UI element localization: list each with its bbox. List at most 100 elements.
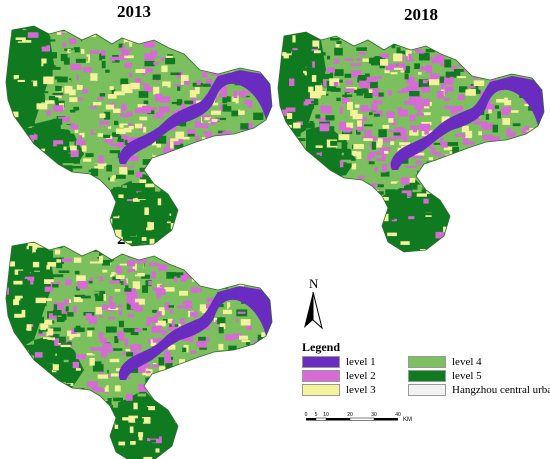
land-patch [67,312,74,317]
land-patch [54,244,64,247]
land-patch [68,86,73,93]
land-patch [17,226,22,233]
land-patch [61,258,73,262]
land-patch [28,198,37,206]
land-patch [203,369,211,375]
land-patch [499,215,506,222]
land-patch [221,187,226,193]
land-patch [141,237,147,244]
land-patch [8,133,15,136]
land-patch [111,35,115,38]
land-patch [45,423,50,428]
land-patch [418,52,430,61]
land-patch [351,234,362,237]
land-patch [145,67,153,73]
land-patch [326,238,336,246]
land-patch [217,70,221,74]
land-patch [208,200,214,207]
land-patch [127,230,137,237]
land-patch [278,69,286,75]
land-patch [471,50,481,58]
land-patch [471,199,477,206]
land-patch [259,352,264,359]
land-patch [169,141,181,145]
land-patch [89,357,95,366]
land-patch [40,427,51,432]
land-patch [371,141,376,150]
land-patch [145,202,156,209]
land-patch [191,443,196,447]
land-patch [45,380,55,388]
land-patch [47,448,51,453]
land-patch [101,60,106,69]
land-patch [95,226,106,231]
land-patch [336,86,345,89]
land-patch [167,201,174,206]
land-patch [106,348,114,353]
land-patch [445,71,457,78]
land-patch [6,62,10,70]
land-patch [99,52,106,61]
land-patch [351,243,361,250]
land-patch [31,160,40,165]
land-patch [99,43,111,50]
land-patch [118,179,122,188]
land-patch [271,426,272,428]
land-patch [121,240,132,244]
land-patch [209,390,220,394]
land-patch [421,86,431,93]
land-patch [240,181,246,186]
land-patch [430,251,437,252]
land-patch [44,162,54,166]
land-patch [358,52,367,55]
land-patch [119,123,128,128]
land-patch [420,207,425,210]
land-patch [176,248,181,252]
land-patch [519,160,526,166]
land-patch [120,265,130,273]
land-patch [37,199,41,207]
land-patch [89,261,100,264]
land-patch [426,170,433,175]
land-patch [480,37,486,46]
land-patch [11,390,17,394]
land-patch [189,98,200,106]
land-patch [119,260,130,264]
land-patch [57,76,68,83]
land-patch [125,348,131,352]
land-patch [213,31,224,35]
land-patch [217,394,228,402]
land-patch [298,235,307,239]
land-patch [325,207,336,214]
land-patch [109,436,116,443]
land-patch [154,163,165,168]
land-patch [19,373,23,379]
land-patch [487,72,498,76]
land-patch [111,57,115,62]
land-patch [462,39,467,43]
land-patch [111,272,115,277]
land-patch [145,364,151,368]
land-patch [306,223,313,228]
land-patch [314,178,324,185]
land-patch [109,169,113,178]
land-patch [418,233,427,238]
land-patch [357,77,365,83]
land-patch [220,176,230,183]
land-patch [89,208,96,216]
land-patch [184,305,193,310]
land-patch [196,39,208,43]
land-patch [22,345,32,351]
land-patch [114,229,122,238]
land-patch [339,54,348,60]
land-patch [240,274,247,279]
land-patch [284,35,288,38]
land-patch [494,241,504,247]
land-patch [211,118,218,122]
land-patch [438,203,445,208]
land-patch [79,233,86,240]
land-patch [322,192,328,200]
land-patch [356,200,365,208]
land-patch [308,104,315,109]
land-patch [270,431,272,438]
